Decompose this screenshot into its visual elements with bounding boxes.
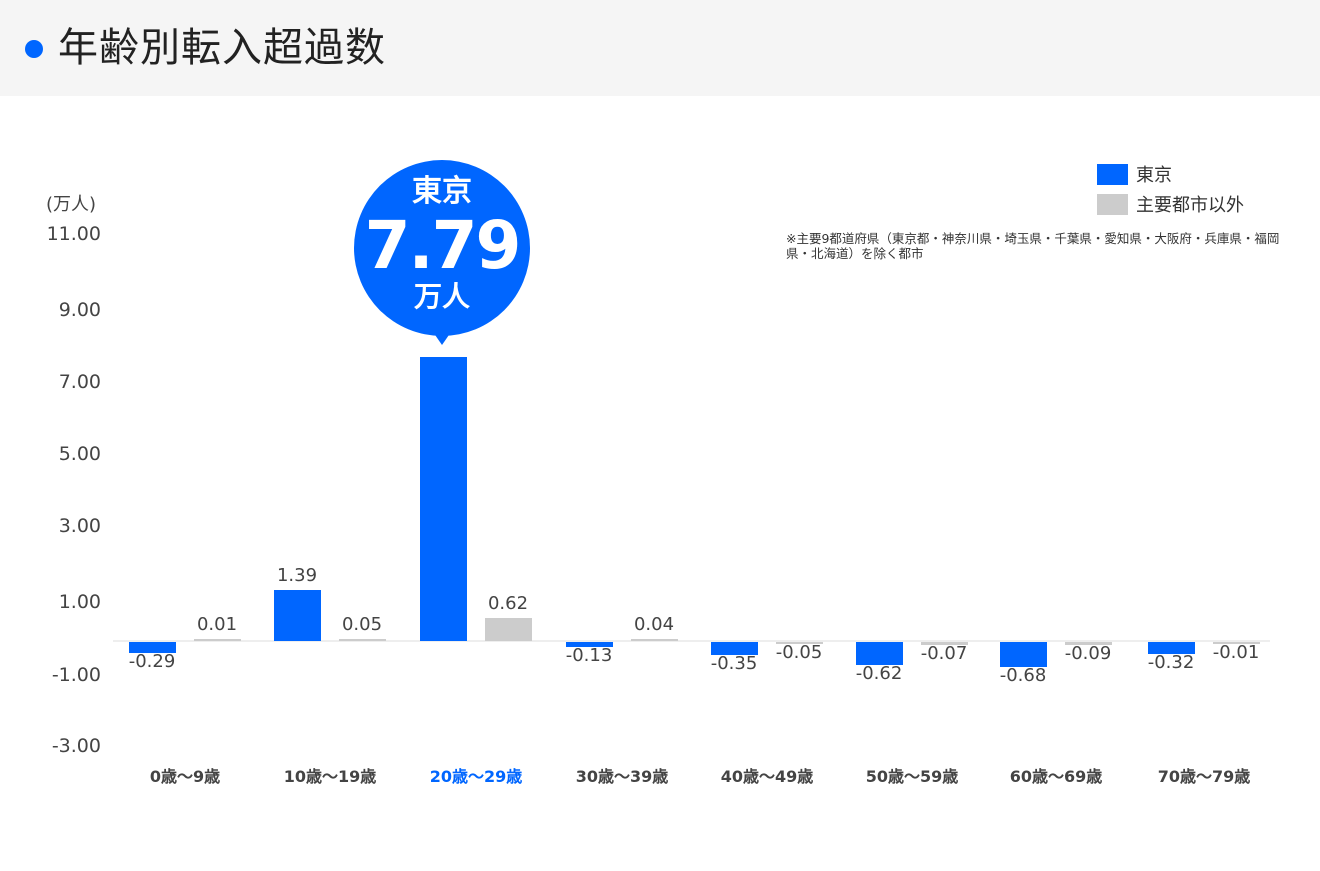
bar-other[interactable]: [339, 639, 386, 641]
bar-value-label: -0.07: [920, 642, 968, 664]
legend-label: 東京: [1136, 165, 1172, 186]
bar-tokyo[interactable]: [129, 642, 176, 653]
bullet-dot-icon: [25, 40, 43, 58]
y-tick-label: 3.00: [58, 515, 101, 537]
callout-unit: 万人: [413, 280, 470, 313]
legend-item-tokyo: 東京: [1097, 159, 1244, 189]
x-tick-label: 0歳〜9歳: [149, 767, 221, 786]
callout-pointer-icon: [433, 332, 451, 345]
bar-other[interactable]: [776, 642, 823, 644]
bar-other[interactable]: [631, 639, 678, 641]
bar-tokyo[interactable]: [1000, 642, 1047, 667]
x-tick-label: 70歳〜79歳: [1157, 767, 1251, 786]
y-tick-label: 5.00: [58, 443, 101, 465]
bar-other[interactable]: [1065, 642, 1112, 646]
bar-value-label: -0.09: [1064, 643, 1112, 665]
y-tick-label: -3.00: [51, 735, 101, 757]
bar-value-label: -0.62: [855, 662, 903, 684]
bar-tokyo[interactable]: [420, 356, 467, 641]
chart-legend: 東京 主要都市以外: [1097, 159, 1244, 219]
legend-item-other: 主要都市以外: [1097, 189, 1244, 219]
bar-other[interactable]: [194, 639, 241, 641]
bar-value-label: -0.29: [128, 650, 176, 672]
chart-footnote: ※主要9都道府県（東京都・神奈川県・埼玉県・千葉県・愛知県・大阪府・兵庫県・福岡…: [786, 231, 1280, 261]
bar-value-label: 0.05: [341, 614, 383, 635]
x-tick-label: 10歳〜19歳: [283, 767, 377, 786]
x-tick-label: 20歳〜29歳: [429, 767, 523, 786]
bar-value-label: -0.68: [999, 664, 1047, 686]
x-tick-label: 60歳〜69歳: [1009, 767, 1103, 786]
y-tick-label: 7.00: [58, 371, 101, 393]
x-tick-label: 30歳〜39歳: [575, 767, 669, 786]
callout-label: 東京: [412, 174, 472, 209]
legend-swatch-tokyo: [1097, 163, 1128, 185]
y-axis-unit: (万人): [46, 194, 97, 215]
bar-value-label: 0.04: [633, 614, 675, 635]
x-tick-label: 40歳〜49歳: [720, 767, 814, 786]
bar-other[interactable]: [921, 642, 968, 645]
callout-value: 7.79: [364, 207, 522, 284]
bar-tokyo[interactable]: [1148, 642, 1195, 654]
bar-value-label: -0.32: [1147, 651, 1195, 673]
bar-value-label: -0.35: [710, 652, 758, 674]
bar-other[interactable]: [1213, 642, 1260, 644]
callout-bubble: 東京 7.79 万人: [354, 160, 530, 336]
y-tick-label: 1.00: [58, 591, 101, 613]
page-header: 年齢別転入超過数: [0, 0, 1320, 96]
legend-swatch-other: [1097, 193, 1128, 215]
x-tick-label: 50歳〜59歳: [865, 767, 959, 786]
bar-value-label: 0.62: [487, 593, 529, 615]
bar-tokyo[interactable]: [856, 642, 903, 665]
y-tick-label: 9.00: [58, 299, 101, 321]
bar-tokyo[interactable]: [566, 642, 613, 647]
bar-value-label: 1.39: [276, 565, 318, 587]
bar-other[interactable]: [485, 618, 532, 641]
y-tick-label: 11.00: [46, 223, 101, 245]
bar-tokyo[interactable]: [274, 590, 321, 641]
y-tick-label: -1.00: [51, 664, 101, 686]
bar-value-label: -0.05: [775, 642, 823, 663]
bar-value-label: -0.13: [565, 644, 613, 666]
zero-baseline: [113, 640, 1270, 642]
bar-value-label: 0.01: [196, 614, 238, 635]
bar-tokyo[interactable]: [711, 642, 758, 655]
bar-value-label: -0.01: [1212, 642, 1260, 663]
page-title: 年齢別転入超過数: [58, 25, 386, 71]
legend-label: 主要都市以外: [1136, 195, 1244, 216]
